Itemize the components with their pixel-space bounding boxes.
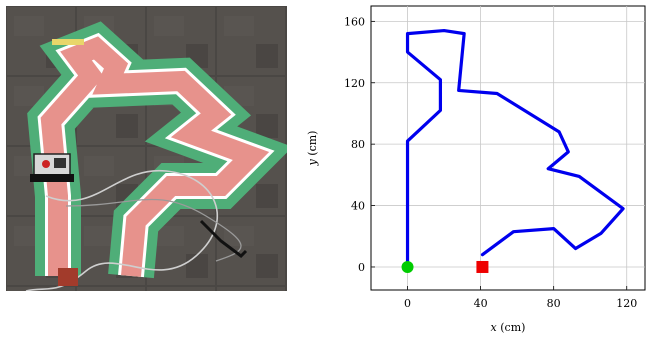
trajectory-chart: 0 40 80 120 0 40 80 120 160 x (cm) y (cm)	[306, 5, 646, 334]
y-tick-label: 0	[358, 261, 365, 274]
plot-frame	[370, 5, 646, 291]
track-inner-band	[40, 36, 270, 277]
yellow-tape	[52, 39, 84, 45]
robot	[30, 153, 74, 182]
start-marker	[401, 260, 414, 273]
colored-track	[27, 21, 293, 279]
y-tick-label: 120	[344, 77, 365, 90]
axis-ticks: 0 40 80 120 0 40 80 120 160	[344, 15, 637, 310]
y-tick-label: 80	[351, 138, 365, 151]
y-tick-label: 40	[351, 200, 365, 213]
y-axis-label: y (cm)	[306, 131, 319, 167]
end-marker	[476, 260, 489, 273]
track-photo-image	[6, 6, 293, 292]
trajectory-markers	[401, 260, 489, 273]
track-photo	[6, 6, 293, 292]
object-bottom-left	[58, 268, 78, 286]
y-tick-label: 160	[344, 15, 365, 28]
grid	[371, 6, 645, 290]
trajectory-plot: 0 40 80 120 0 40 80 120 160 x (cm) y (cm)	[300, 0, 651, 335]
x-tick-label: 120	[616, 297, 637, 310]
x-tick-label: 80	[547, 297, 561, 310]
trajectory-series	[405, 28, 625, 269]
trajectory-line	[405, 28, 625, 269]
x-tick-label: 0	[404, 297, 411, 310]
robot-cable	[25, 169, 219, 292]
usb-dongle	[199, 219, 248, 258]
x-axis-label: x (cm)	[491, 321, 526, 334]
x-tick-label: 40	[474, 297, 488, 310]
second-cable	[65, 198, 242, 262]
